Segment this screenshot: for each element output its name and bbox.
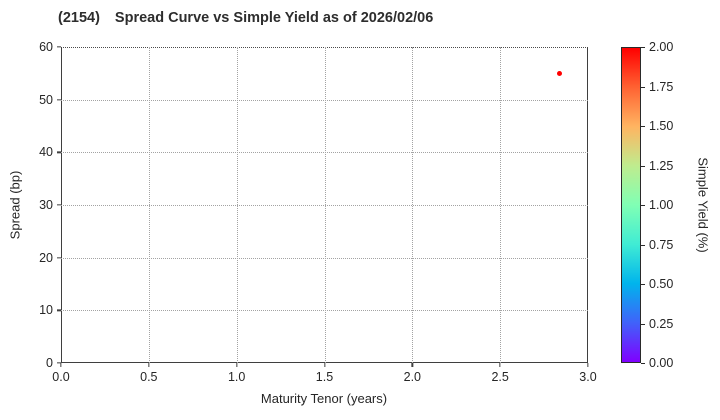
x-tick <box>499 363 501 367</box>
y-tick <box>57 309 61 311</box>
colorbar-tick-label: 1.50 <box>649 119 674 133</box>
y-tick <box>57 99 61 101</box>
y-gridline <box>61 205 588 206</box>
x-tick <box>411 363 413 367</box>
x-axis-label: Maturity Tenor (years) <box>260 391 388 406</box>
y-tick-label: 0 <box>46 356 53 370</box>
y-tick <box>57 362 61 364</box>
y-tick-label: 30 <box>39 198 53 212</box>
y-tick <box>57 46 61 48</box>
x-tick-label: 1.0 <box>227 370 246 384</box>
security-code: (2154) <box>58 10 100 26</box>
colorbar-tick <box>641 86 645 88</box>
colorbar-tick <box>641 244 645 246</box>
chart-title: (2154) Spread Curve vs Simple Yield as of… <box>58 10 433 26</box>
colorbar-tick <box>641 165 645 167</box>
y-gridline <box>61 99 588 101</box>
x-tick <box>236 363 238 367</box>
colorbar-tick-label: 1.25 <box>649 158 674 173</box>
colorbar-tick <box>641 323 645 325</box>
colorbar-tick-label: 0.75 <box>649 237 674 252</box>
y-tick <box>57 257 61 259</box>
x-tick-label: 0.0 <box>52 370 70 384</box>
colorbar-tick <box>641 205 645 207</box>
x-tick-label: 1.5 <box>315 370 334 384</box>
colorbar-tick <box>641 284 645 286</box>
colorbar-tick <box>641 126 645 128</box>
colorbar-gradient <box>622 48 640 362</box>
x-tick <box>323 363 326 367</box>
colorbar-tick <box>641 363 645 365</box>
x-tick <box>587 363 589 367</box>
colorbar <box>621 47 641 363</box>
y-gridline <box>61 152 588 154</box>
colorbar-tick-label: 0.50 <box>649 277 674 291</box>
x-tick-label: 0.5 <box>140 370 158 384</box>
colorbar-tick-label: 2.00 <box>649 40 674 54</box>
y-tick-label: 60 <box>39 40 53 54</box>
data-point <box>557 70 563 76</box>
chart-title-text: Spread Curve vs Simple Yield as of 2026/… <box>114 10 434 26</box>
x-tick-label: 2.0 <box>403 370 422 384</box>
y-tick-label: 10 <box>39 303 53 318</box>
y-tick <box>57 151 61 153</box>
colorbar-tick-label: 0.25 <box>649 316 674 331</box>
colorbar-tick <box>641 47 645 49</box>
colorbar-label: Simple Yield (%) <box>695 157 711 253</box>
colorbar-tick-label: 0.00 <box>649 356 674 370</box>
y-tick-label: 40 <box>39 145 53 160</box>
colorbar-tick-label: 1.00 <box>649 198 674 212</box>
y-gridline <box>61 310 588 312</box>
y-tick-label: 20 <box>39 250 53 265</box>
y-tick-label: 50 <box>39 92 53 107</box>
x-tick <box>148 363 150 367</box>
y-tick <box>57 204 61 206</box>
x-tick-label: 2.5 <box>491 370 509 384</box>
x-tick-label: 3.0 <box>579 370 597 384</box>
x-tick <box>60 363 62 367</box>
y-gridline <box>61 257 588 259</box>
colorbar-tick-label: 1.75 <box>649 79 674 94</box>
